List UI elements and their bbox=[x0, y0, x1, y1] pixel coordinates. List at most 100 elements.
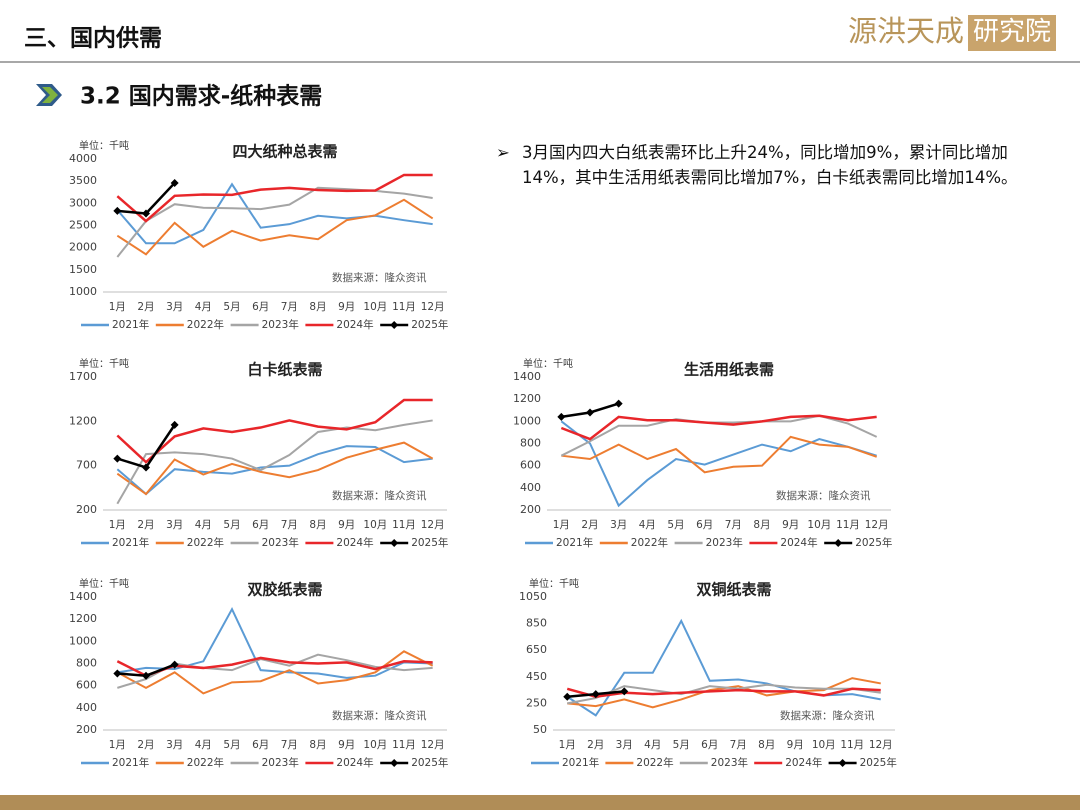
x-tick-label: 12月 bbox=[421, 739, 445, 751]
legend-label: 2024年 bbox=[336, 536, 373, 549]
x-tick-label: 2月 bbox=[137, 301, 154, 313]
legend-label: 2025年 bbox=[860, 756, 897, 769]
legend-label: 2021年 bbox=[556, 536, 593, 549]
series-marker bbox=[591, 690, 600, 699]
y-tick-label: 800 bbox=[520, 437, 541, 450]
y-tick-label: 250 bbox=[526, 696, 547, 709]
x-tick-label: 12月 bbox=[865, 519, 889, 531]
x-tick-label: 8月 bbox=[753, 519, 770, 531]
y-tick-label: 1200 bbox=[513, 392, 541, 405]
x-tick-label: 7月 bbox=[730, 739, 747, 751]
y-tick-label: 1400 bbox=[513, 370, 541, 383]
x-tick-label: 3月 bbox=[610, 519, 627, 531]
y-tick-label: 600 bbox=[520, 459, 541, 472]
series-line bbox=[116, 173, 433, 223]
legend-marker bbox=[838, 759, 847, 767]
y-tick-label: 650 bbox=[526, 643, 547, 656]
x-tick-label: 10月 bbox=[363, 739, 387, 751]
legend-label: 2025年 bbox=[855, 536, 892, 549]
x-tick-label: 6月 bbox=[252, 739, 269, 751]
x-tick-label: 2月 bbox=[581, 519, 598, 531]
y-tick-label: 1050 bbox=[519, 590, 547, 603]
series-line bbox=[561, 435, 877, 474]
x-tick-label: 9月 bbox=[338, 301, 355, 313]
x-tick-label: 5月 bbox=[223, 519, 240, 531]
legend-label: 2021年 bbox=[562, 756, 599, 769]
series-marker bbox=[170, 660, 179, 669]
y-tick-label: 1500 bbox=[69, 263, 97, 276]
chart-title: 白卡纸表需 bbox=[247, 361, 322, 379]
legend-label: 2023年 bbox=[262, 536, 299, 549]
series-line bbox=[116, 186, 433, 258]
unit-label: 单位：千吨 bbox=[79, 357, 129, 370]
series-line bbox=[116, 419, 433, 505]
legend-label: 2021年 bbox=[112, 318, 149, 331]
legend-label: 2022年 bbox=[631, 536, 668, 549]
series-line bbox=[116, 182, 433, 245]
x-tick-label: 2月 bbox=[137, 739, 154, 751]
y-tick-label: 1400 bbox=[69, 590, 97, 603]
source-label: 数据来源：隆众资讯 bbox=[780, 709, 875, 722]
x-tick-label: 1月 bbox=[109, 519, 126, 531]
x-tick-label: 2月 bbox=[137, 519, 154, 531]
x-tick-label: 1月 bbox=[109, 301, 126, 313]
x-tick-label: 1月 bbox=[553, 519, 570, 531]
x-tick-label: 4月 bbox=[644, 739, 661, 751]
series-line bbox=[560, 414, 877, 441]
y-tick-label: 400 bbox=[76, 701, 97, 714]
section-title: 3.2 国内需求-纸种表需 bbox=[80, 83, 322, 110]
x-tick-label: 11月 bbox=[840, 739, 864, 751]
x-tick-label: 10月 bbox=[807, 519, 831, 531]
x-tick-label: 4月 bbox=[639, 519, 656, 531]
x-tick-label: 8月 bbox=[309, 301, 326, 313]
legend-label: 2022年 bbox=[187, 536, 224, 549]
x-tick-label: 5月 bbox=[667, 519, 684, 531]
series-marker bbox=[620, 687, 629, 696]
logo-box-text: 研究院 bbox=[973, 17, 1051, 47]
x-tick-label: 11月 bbox=[392, 519, 416, 531]
series-marker bbox=[170, 420, 179, 429]
y-tick-label: 600 bbox=[76, 679, 97, 692]
legend-label: 2024年 bbox=[336, 756, 373, 769]
y-tick-label: 200 bbox=[76, 723, 97, 736]
y-tick-label: 1000 bbox=[69, 634, 97, 647]
series-marker bbox=[614, 399, 623, 408]
unit-label: 单位：千吨 bbox=[79, 139, 129, 152]
section-arrow-inner bbox=[42, 87, 58, 103]
x-tick-label: 7月 bbox=[725, 519, 742, 531]
x-tick-label: 12月 bbox=[869, 739, 893, 751]
x-tick-label: 4月 bbox=[195, 301, 212, 313]
x-tick-label: 4月 bbox=[195, 739, 212, 751]
series-line bbox=[116, 398, 433, 464]
y-tick-label: 2500 bbox=[69, 219, 97, 232]
x-tick-label: 5月 bbox=[673, 739, 690, 751]
legend-label: 2024年 bbox=[785, 756, 822, 769]
legend-label: 2022年 bbox=[187, 756, 224, 769]
x-tick-label: 11月 bbox=[392, 739, 416, 751]
x-tick-label: 6月 bbox=[252, 301, 269, 313]
legend-label: 2025年 bbox=[411, 536, 448, 549]
footer-bar bbox=[0, 795, 1080, 810]
x-tick-label: 5月 bbox=[223, 301, 240, 313]
x-tick-label: 7月 bbox=[281, 519, 298, 531]
chart-title: 生活用纸表需 bbox=[684, 361, 774, 379]
y-tick-label: 1000 bbox=[513, 414, 541, 427]
series-line bbox=[560, 420, 877, 508]
series-marker bbox=[557, 412, 566, 421]
x-tick-label: 8月 bbox=[309, 739, 326, 751]
x-tick-label: 5月 bbox=[223, 739, 240, 751]
x-tick-label: 6月 bbox=[696, 519, 713, 531]
source-label: 数据来源：隆众资讯 bbox=[332, 271, 427, 284]
x-tick-label: 11月 bbox=[392, 301, 416, 313]
x-tick-label: 9月 bbox=[787, 739, 804, 751]
legend-label: 2023年 bbox=[706, 536, 743, 549]
series-marker bbox=[142, 209, 150, 218]
y-tick-label: 3500 bbox=[69, 174, 97, 187]
slide-title: 三、国内供需 bbox=[24, 25, 162, 52]
x-tick-label: 11月 bbox=[836, 519, 860, 531]
x-tick-label: 2月 bbox=[587, 739, 604, 751]
chart-title: 双胶纸表需 bbox=[247, 581, 322, 599]
y-tick-label: 1000 bbox=[69, 285, 97, 298]
